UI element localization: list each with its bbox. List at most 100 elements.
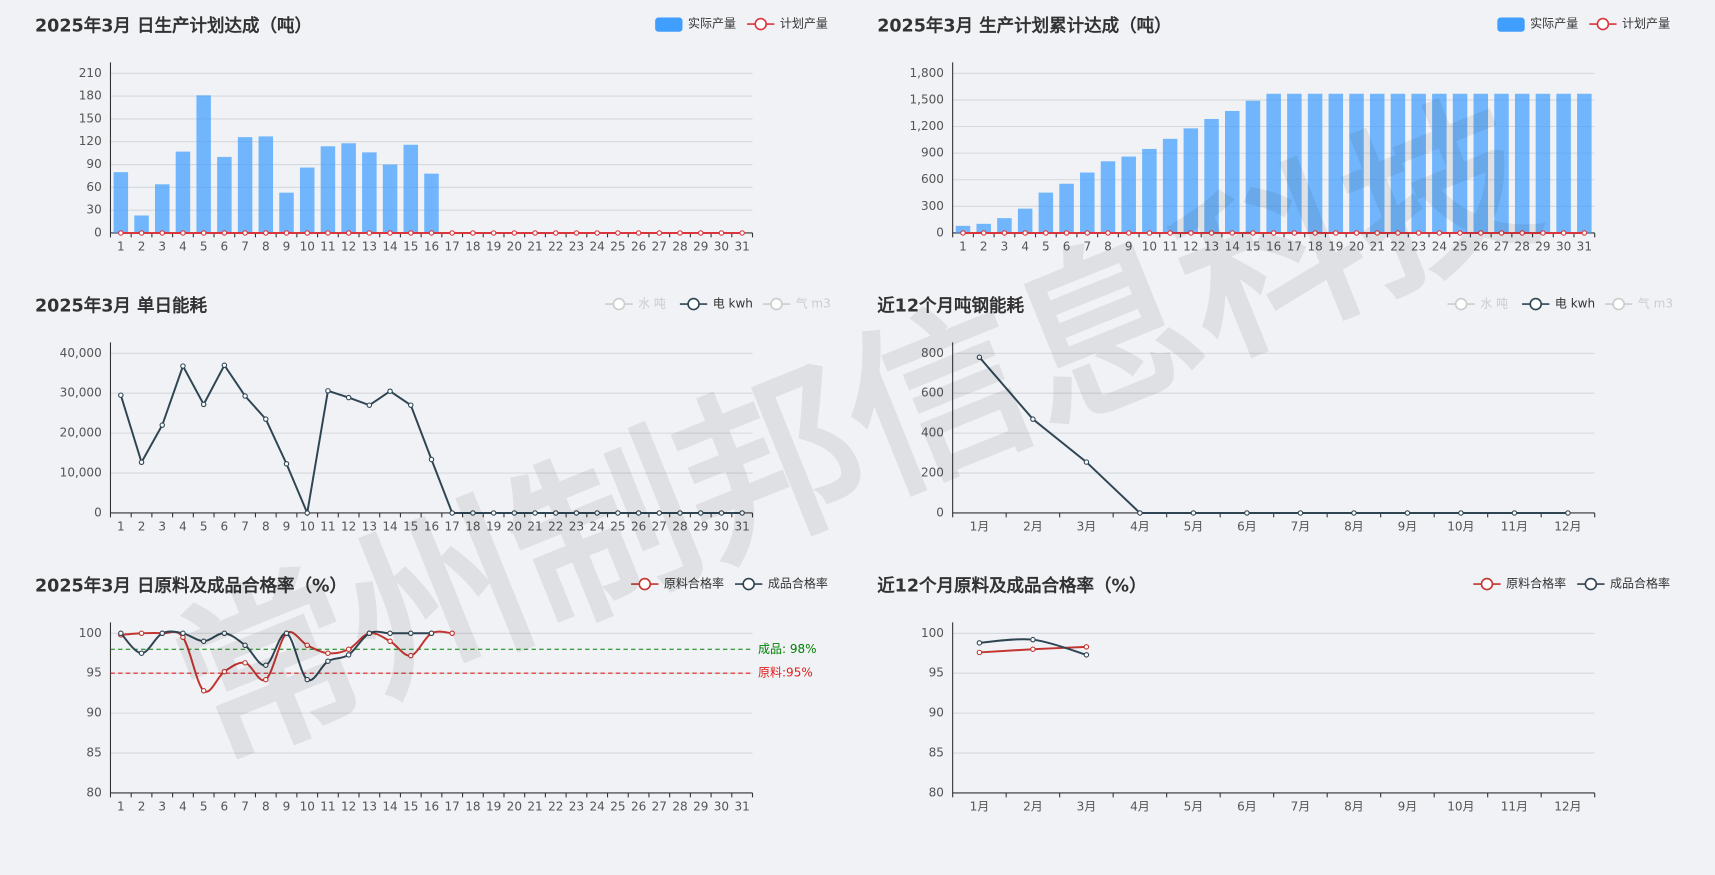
data-point bbox=[532, 510, 538, 516]
x-tick-label: 29 bbox=[693, 520, 708, 534]
data-point bbox=[345, 646, 352, 652]
data-point bbox=[221, 362, 228, 368]
x-tick-label: 24 bbox=[1432, 240, 1447, 254]
x-tick-label: 27 bbox=[652, 520, 667, 534]
x-tick-label: 19 bbox=[486, 240, 501, 254]
x-tick-label: 16 bbox=[1266, 240, 1281, 254]
x-tick-label: 25 bbox=[610, 800, 625, 814]
data-point bbox=[1511, 510, 1518, 516]
data-point bbox=[1297, 510, 1304, 516]
data-point bbox=[1395, 230, 1401, 236]
x-tick-label: 7 bbox=[241, 520, 249, 534]
bar bbox=[1183, 128, 1199, 233]
x-tick-label: 17 bbox=[445, 520, 460, 534]
x-tick-label: 4月 bbox=[1130, 520, 1150, 534]
data-point bbox=[408, 630, 414, 637]
x-tick-label: 11月 bbox=[1501, 800, 1528, 814]
x-tick-label: 10 bbox=[1142, 240, 1157, 254]
x-tick-label: 5月 bbox=[1184, 520, 1204, 534]
data-point bbox=[470, 510, 476, 516]
legend-label: 气 m3 bbox=[1638, 296, 1673, 311]
data-point bbox=[1188, 230, 1194, 236]
data-point bbox=[408, 402, 414, 408]
data-point bbox=[221, 630, 228, 637]
x-tick-label: 18 bbox=[465, 800, 480, 814]
legend-swatch bbox=[1497, 17, 1525, 32]
x-tick-label: 31 bbox=[1577, 240, 1592, 254]
x-tick-label: 27 bbox=[1494, 240, 1509, 254]
x-tick-label: 24 bbox=[590, 800, 605, 814]
x-tick-label: 5 bbox=[200, 240, 208, 254]
y-tick-label: 150 bbox=[79, 111, 102, 125]
data-point bbox=[1084, 230, 1091, 236]
x-tick-label: 8月 bbox=[1344, 520, 1364, 534]
bar bbox=[341, 143, 356, 233]
data-point bbox=[1415, 230, 1422, 236]
data-point bbox=[1022, 230, 1028, 236]
x-tick-label: 1 bbox=[117, 520, 125, 534]
data-point bbox=[138, 650, 145, 656]
y-tick-label: 85 bbox=[929, 746, 944, 760]
x-tick-label: 29 bbox=[693, 800, 708, 814]
data-point bbox=[180, 630, 186, 637]
x-tick-label: 5 bbox=[1042, 240, 1050, 254]
series-line bbox=[120, 630, 432, 682]
x-tick-label: 19 bbox=[486, 800, 501, 814]
x-tick-label: 26 bbox=[631, 800, 646, 814]
legend-swatch bbox=[1584, 577, 1598, 591]
data-point bbox=[221, 668, 228, 675]
legend-swatch bbox=[687, 297, 700, 311]
data-point bbox=[697, 510, 704, 516]
data-point bbox=[387, 230, 393, 236]
y-tick-label: 0 bbox=[936, 505, 944, 519]
data-point bbox=[345, 230, 352, 236]
x-tick-label: 26 bbox=[1473, 240, 1488, 254]
x-tick-label: 25 bbox=[610, 240, 625, 254]
x-tick-label: 23 bbox=[569, 240, 584, 254]
data-point bbox=[1498, 230, 1505, 236]
x-tick-label: 14 bbox=[382, 240, 397, 254]
x-tick-label: 13 bbox=[362, 800, 377, 814]
bar bbox=[1204, 118, 1219, 233]
x-tick-label: 30 bbox=[714, 240, 729, 254]
data-point bbox=[532, 230, 538, 236]
x-tick-label: 21 bbox=[1370, 240, 1385, 254]
y-tick-label: 600 bbox=[921, 386, 944, 400]
data-point bbox=[345, 652, 352, 658]
data-point bbox=[635, 230, 642, 236]
bar bbox=[1017, 208, 1033, 233]
data-point bbox=[449, 630, 455, 637]
x-tick-label: 1 bbox=[959, 240, 967, 254]
x-tick-label: 1 bbox=[117, 240, 125, 254]
y-tick-label: 0 bbox=[936, 225, 944, 239]
legend-label: 原料合格率 bbox=[664, 576, 724, 591]
bar bbox=[279, 192, 294, 233]
bar bbox=[1142, 148, 1157, 233]
y-tick-label: 20,000 bbox=[60, 426, 102, 440]
x-tick-label: 14 bbox=[382, 800, 397, 814]
data-point bbox=[1540, 230, 1546, 236]
data-point bbox=[553, 230, 559, 236]
x-tick-label: 23 bbox=[569, 800, 584, 814]
x-tick-label: 10 bbox=[300, 240, 315, 254]
x-tick-label: 4 bbox=[179, 240, 187, 254]
y-tick-label: 1,800 bbox=[910, 66, 944, 80]
data-point bbox=[1229, 230, 1235, 236]
data-point bbox=[553, 510, 559, 516]
x-tick-label: 4 bbox=[1021, 240, 1029, 254]
x-tick-label: 6 bbox=[221, 520, 229, 534]
data-point bbox=[1105, 230, 1111, 236]
x-tick-label: 5 bbox=[200, 800, 208, 814]
y-tick-label: 200 bbox=[921, 466, 944, 480]
x-tick-label: 28 bbox=[1515, 240, 1530, 254]
x-tick-label: 3 bbox=[158, 240, 166, 254]
x-tick-label: 13 bbox=[362, 240, 377, 254]
x-tick-label: 3月 bbox=[1077, 800, 1097, 814]
data-point bbox=[1137, 510, 1143, 516]
bar bbox=[1349, 93, 1364, 233]
bar bbox=[1369, 93, 1385, 233]
data-point bbox=[1436, 230, 1443, 236]
x-tick-label: 7 bbox=[241, 800, 249, 814]
x-tick-label: 15 bbox=[403, 800, 418, 814]
data-point bbox=[242, 660, 248, 666]
